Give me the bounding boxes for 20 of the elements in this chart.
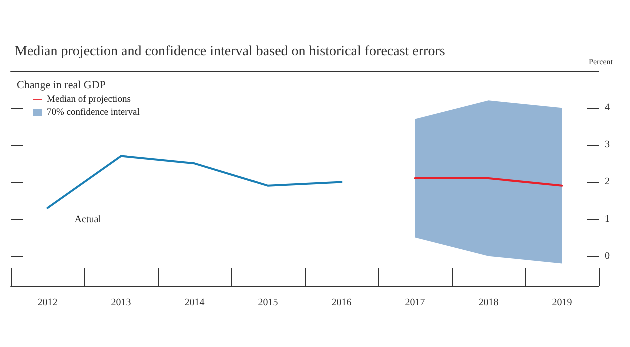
text: Change in real GDP [17,80,106,92]
y-axis-title: Percent [589,58,614,66]
x-tick-label: 2014 [184,298,205,308]
x-tick-label: 2017 [405,298,426,308]
y-tick-label: 4 [605,102,610,114]
x-tick-label: 2012 [38,298,58,308]
text: Actual [74,214,102,226]
line-series [46,155,343,210]
x-tick-label: 2018 [478,298,499,308]
y-tick-label: 3 [605,140,610,151]
x-tick-label: 2015 [258,298,278,308]
y-tick-label: 0 [605,250,610,262]
y-tick-label: 1 [605,214,610,225]
x-tick-label: 2013 [111,298,132,308]
legend-label: Median of projections [47,95,132,105]
x-tick-label: 2016 [332,298,352,308]
legend-label: 70% confidence interval [47,108,140,118]
x-tick-label: 2019 [552,298,572,308]
chart-title: Median projection and confidence interval based on historical forecast errors [15,44,446,60]
y-tick-label: 2 [605,176,610,188]
